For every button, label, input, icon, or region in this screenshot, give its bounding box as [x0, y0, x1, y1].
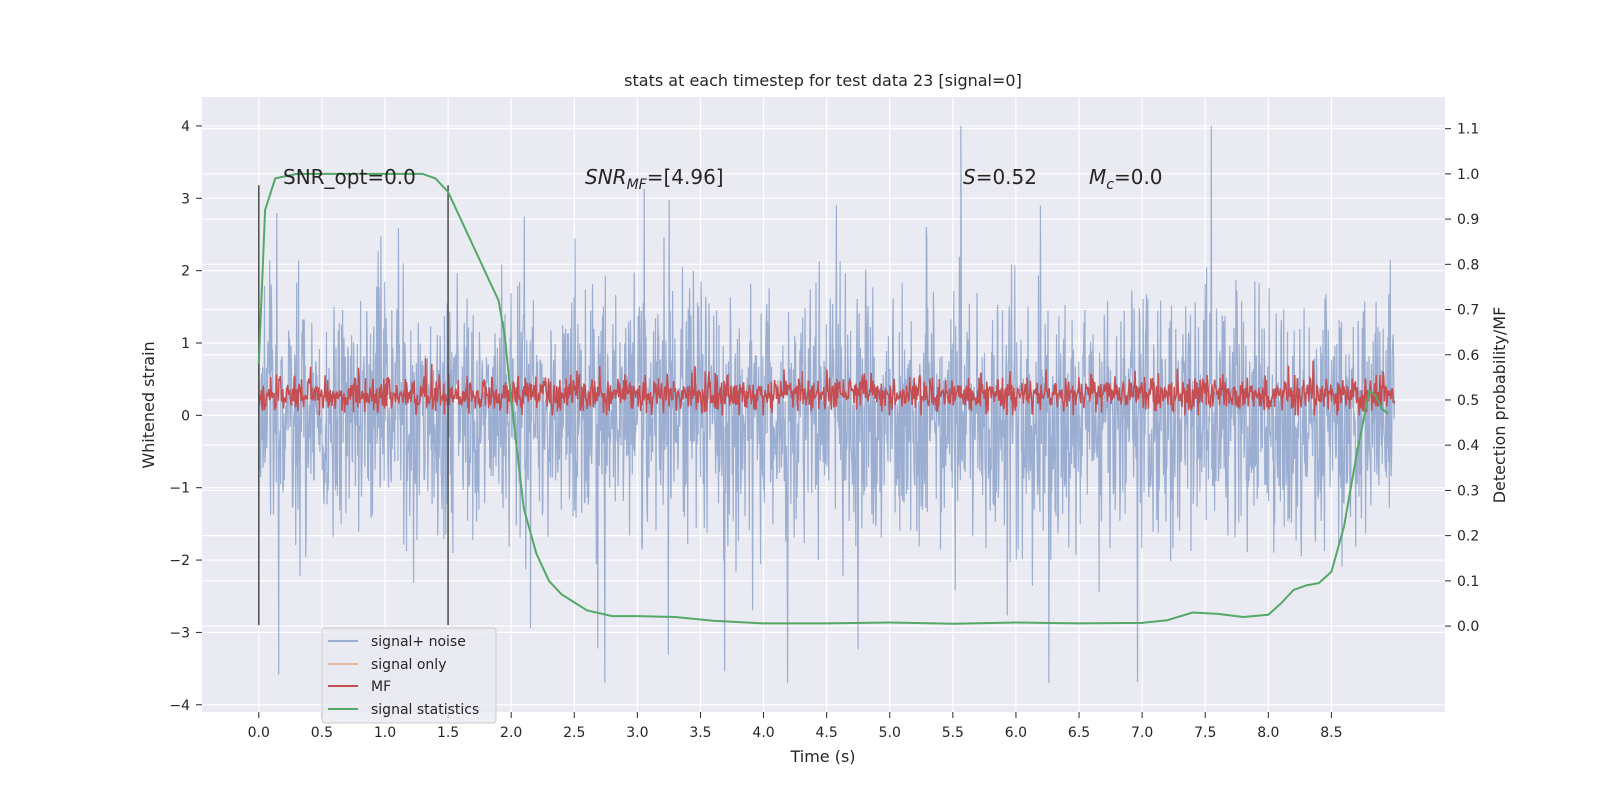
y-axis-label: Whitened strain	[139, 341, 158, 468]
x-tick-label: 7.5	[1194, 725, 1216, 741]
y-tick-label: 4	[181, 119, 190, 135]
x-tick-label: 3.5	[689, 725, 711, 741]
x-axis-label: Time (s)	[789, 747, 855, 766]
x-tick-label: 8.0	[1257, 725, 1279, 741]
x-tick-label: 8.5	[1320, 725, 1342, 741]
legend-box	[321, 627, 497, 724]
legend-label-signal-statistics: signal statistics	[371, 702, 479, 718]
legend-label-mf: MF	[371, 679, 391, 695]
annotation-s: S=0.52	[963, 165, 1037, 189]
y-right-tick-label: 0.5	[1457, 393, 1479, 409]
x-tick-label: 7.0	[1131, 725, 1153, 741]
y-right-axis-label: Detection probability/MF	[1490, 307, 1509, 504]
signal-statistics-line	[257, 172, 1389, 625]
annotation-mc: Mc=0.0	[1089, 165, 1163, 193]
y-tick-label: −3	[169, 625, 190, 641]
x-tick-label: 4.5	[816, 725, 838, 741]
y-tick-label: −1	[169, 481, 190, 497]
y-right-tick-label: 0.2	[1457, 529, 1479, 545]
chart-title: stats at each timestep for test data 23 …	[624, 71, 1022, 90]
y-right-tick-label: 0.4	[1457, 438, 1479, 454]
y-tick-label: −2	[169, 553, 190, 569]
vertical-markers	[258, 185, 449, 626]
y-tick-label: −4	[169, 698, 190, 714]
y-right-tick-label: 0.6	[1457, 348, 1479, 364]
x-tick-label: 2.5	[563, 725, 585, 741]
x-tick-label: 0.0	[248, 725, 270, 741]
x-tick-label: 6.5	[1068, 725, 1090, 741]
y-right-tick-label: 0.7	[1457, 303, 1479, 319]
x-tick-label: 1.0	[374, 725, 396, 741]
legend-label-signal-only: signal only	[371, 657, 446, 673]
x-tick-label: 4.0	[752, 725, 774, 741]
legend: signal+ noise signal only MF signal stat…	[321, 627, 497, 724]
y-tick-label: 3	[181, 191, 190, 207]
y-right-tick-label: 0.3	[1457, 483, 1479, 499]
y-tick-label: 1	[181, 336, 190, 352]
x-tick-label: 3.0	[626, 725, 648, 741]
x-tick-label: 5.5	[942, 725, 964, 741]
y-right-tick-label: 1.0	[1457, 167, 1479, 183]
y-right-axis-ticks: 1.1 1.0 0.9 0.8 0.7 0.6 0.5 0.4 0.3 0.2 0.1 0.0	[1445, 122, 1479, 635]
y-right-tick-label: 0.8	[1457, 257, 1479, 273]
y-tick-label: 2	[181, 264, 190, 280]
x-tick-label: 1.5	[437, 725, 459, 741]
y-right-tick-label: 0.9	[1457, 212, 1479, 228]
y-right-tick-label: 1.1	[1457, 122, 1479, 138]
x-tick-label: 0.5	[311, 725, 333, 741]
x-tick-label: 5.0	[879, 725, 901, 741]
x-tick-label: 6.0	[1005, 725, 1027, 741]
y-right-tick-label: 0.0	[1457, 619, 1479, 635]
legend-label-signal-noise: signal+ noise	[371, 634, 466, 650]
x-tick-label: 2.0	[500, 725, 522, 741]
signal-statistics-series	[257, 172, 1389, 625]
x-axis-ticks: 0.0 0.5 1.0 1.5 2.0 2.5 3.0 3.5 4.0 4.5 5.0 5.5 6.0 6…	[248, 712, 1343, 741]
annotation-snr-opt: SNR_opt=0.0	[283, 165, 416, 189]
y-right-tick-label: 0.1	[1457, 574, 1479, 590]
y-axis-ticks: 4 3 2 1 0 −1 −2 −3 −4	[169, 119, 202, 714]
annotation-snr-mf: SNRMF=[4.96]	[585, 165, 724, 193]
y-tick-label: 0	[181, 408, 190, 424]
